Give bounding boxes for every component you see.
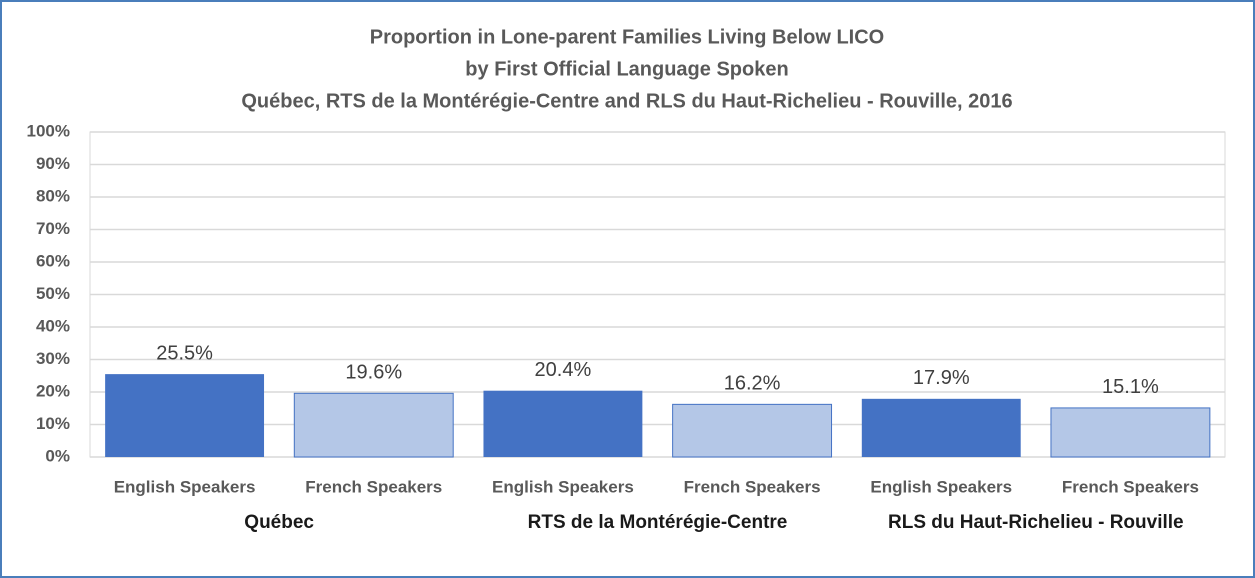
group-label: RTS de la Montérégie-Centre: [527, 512, 788, 533]
x-tick-label: English Speakers: [870, 477, 1012, 496]
y-tick-label: 10%: [36, 414, 70, 433]
chart-title: Québec, RTS de la Montérégie-Centre and …: [241, 90, 1012, 112]
bar: [105, 374, 265, 457]
chart-title: by First Official Language Spoken: [465, 58, 788, 80]
y-tick-label: 80%: [36, 186, 70, 205]
bar: [483, 390, 643, 457]
y-tick-label: 0%: [45, 446, 70, 465]
y-tick-label: 50%: [36, 284, 70, 303]
y-tick-label: 90%: [36, 154, 70, 173]
bar: [861, 398, 1021, 457]
y-tick-label: 100%: [27, 121, 70, 140]
group-label: Québec: [244, 512, 314, 533]
bar: [1050, 407, 1211, 458]
x-tick-label: English Speakers: [114, 477, 256, 496]
bar: [293, 392, 454, 458]
chart-title: Proportion in Lone-parent Families Livin…: [370, 26, 884, 48]
data-label: 20.4%: [535, 359, 592, 381]
data-label: 16.2%: [724, 373, 781, 395]
bar: [672, 403, 833, 458]
x-tick-label: French Speakers: [684, 477, 821, 496]
group-label: RLS du Haut-Richelieu - Rouville: [888, 512, 1184, 533]
y-tick-label: 30%: [36, 349, 70, 368]
data-label: 15.1%: [1102, 376, 1159, 398]
x-tick-label: French Speakers: [1062, 477, 1199, 496]
y-tick-label: 40%: [36, 316, 70, 335]
y-tick-label: 70%: [36, 219, 70, 238]
y-tick-label: 60%: [36, 251, 70, 270]
x-tick-label: English Speakers: [492, 477, 634, 496]
y-tick-label: 20%: [36, 381, 70, 400]
data-label: 17.9%: [913, 367, 970, 389]
data-label: 19.6%: [345, 362, 402, 384]
data-label: 25.5%: [156, 342, 213, 364]
x-tick-label: French Speakers: [305, 477, 442, 496]
